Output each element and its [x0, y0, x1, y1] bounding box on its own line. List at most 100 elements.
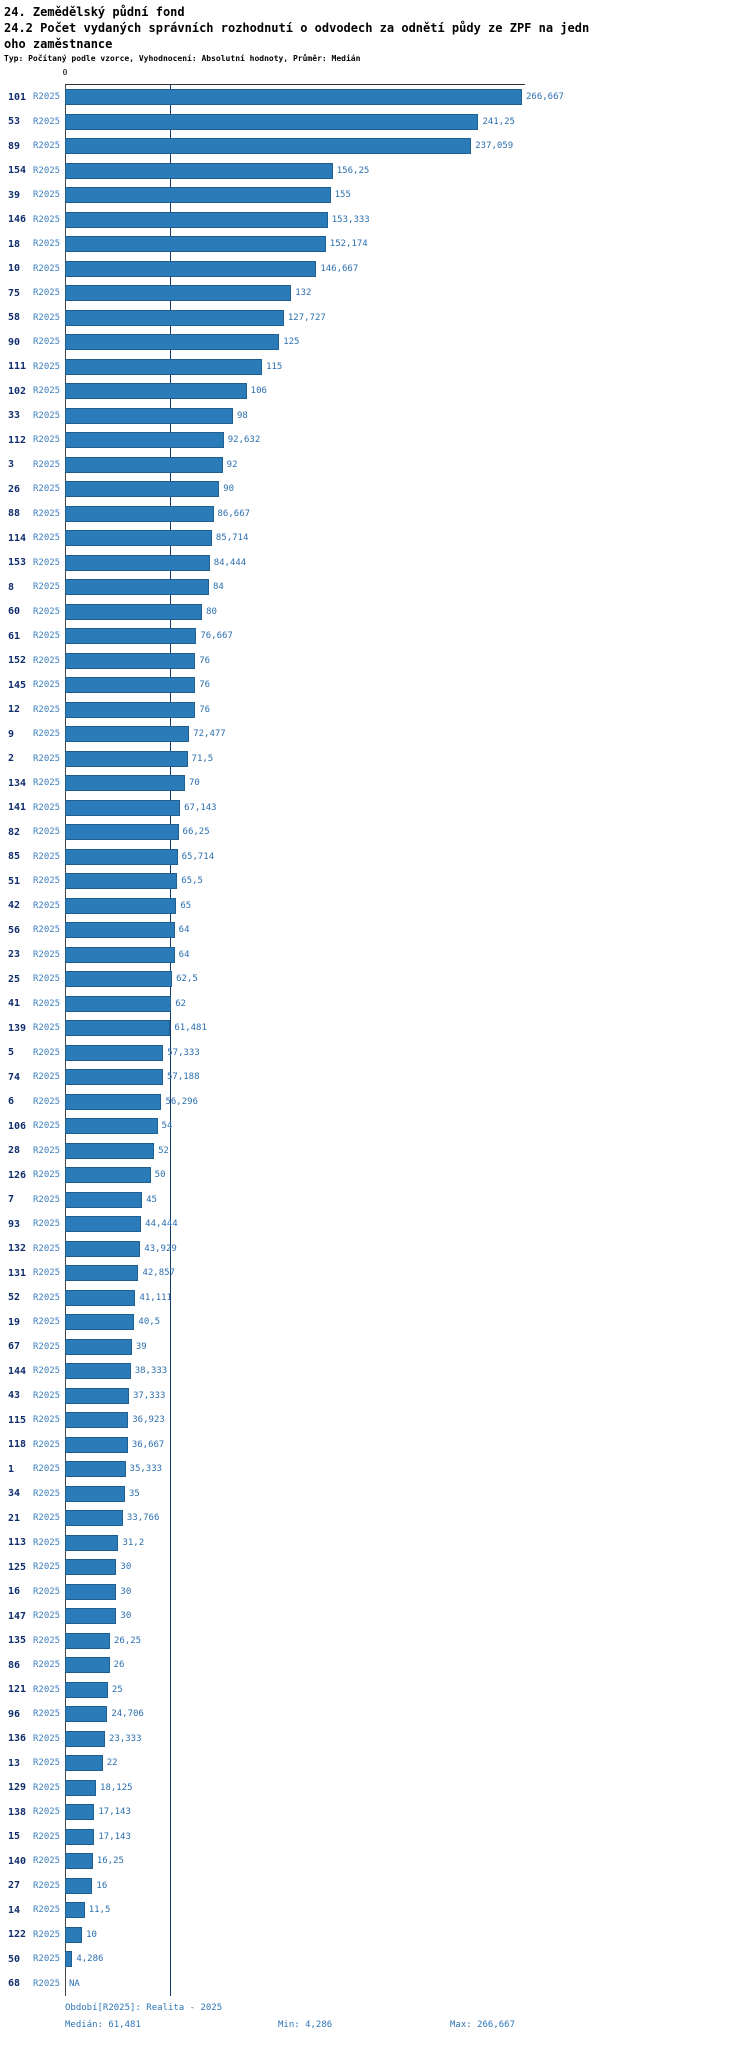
row-period: R2025: [33, 1831, 61, 1842]
row-period: R2025: [33, 1537, 61, 1548]
bar-value-label: 33,766: [126, 1513, 160, 1524]
bar-value-label: 65,5: [181, 876, 203, 887]
row-period: R2025: [33, 704, 61, 715]
row-period: R2025: [33, 1562, 61, 1573]
bar: [65, 1314, 135, 1331]
bar-value-label: 146,667: [320, 263, 359, 274]
bar-value-label: 54: [161, 1121, 173, 1132]
bar-value-label: 67,143: [184, 802, 217, 813]
row-id: 8: [8, 581, 15, 593]
bar-value-label: 64: [178, 925, 190, 936]
chart-header: 24. Zemědělský půdní fond 24.2 Počet vyd…: [0, 0, 750, 65]
bar-row: 15 R2025 17,143: [0, 1825, 750, 1850]
bar-row: 33 R2025 98: [0, 404, 750, 429]
row-id: 96: [8, 1708, 21, 1720]
bar: [65, 579, 209, 596]
row-period: R2025: [33, 1660, 61, 1671]
bar: [65, 1485, 125, 1502]
bar-value-label: 17,143: [98, 1807, 131, 1818]
row-id: 74: [8, 1071, 21, 1083]
bar-value-label: 98: [236, 410, 248, 421]
row-id: 39: [8, 189, 21, 201]
bar: [65, 677, 196, 694]
bar: [65, 358, 263, 375]
bar: [65, 505, 214, 522]
row-period: R2025: [33, 1268, 61, 1279]
row-period: R2025: [33, 533, 61, 544]
row-id: 3: [8, 459, 15, 471]
bar-value-label: 84,444: [213, 557, 247, 568]
bar-row: 56 R2025 64: [0, 918, 750, 943]
row-id: 26: [8, 483, 21, 495]
row-id: 21: [8, 1512, 21, 1524]
row-id: 90: [8, 336, 21, 348]
bar-row: 122 R2025 10: [0, 1923, 750, 1948]
row-period: R2025: [33, 900, 61, 911]
row-period: R2025: [33, 190, 61, 201]
bar-row: 19 R2025 40,5: [0, 1310, 750, 1335]
row-period: R2025: [33, 1611, 61, 1622]
bar-value-label: 241,25: [482, 116, 515, 127]
bar-row: 14 R2025 11,5: [0, 1898, 750, 1923]
bar-value-label: 11,5: [88, 1905, 111, 1916]
bar-row: 118 R2025 36,667: [0, 1433, 750, 1458]
row-period: R2025: [33, 1145, 61, 1156]
bar-row: 145 R2025 76: [0, 673, 750, 698]
bar-chart: 101 R2025 266,667 53 R2025 241,25 89 R2025 237,0…: [0, 85, 750, 1996]
row-period: R2025: [33, 1513, 61, 1524]
row-period: R2025: [33, 851, 61, 862]
bar-value-label: 26,25: [113, 1635, 142, 1646]
bar: [65, 1093, 162, 1110]
bar-row: 139 R2025 61,481: [0, 1016, 750, 1041]
bar-value-label: 10: [86, 1929, 97, 1940]
row-period: R2025: [33, 1047, 61, 1058]
bar: [65, 334, 280, 351]
row-period: R2025: [33, 802, 61, 813]
bar-row: 5 R2025 57,333: [0, 1041, 750, 1066]
bar-value-label: 76,667: [200, 631, 233, 642]
row-period: R2025: [33, 778, 61, 789]
bar: [65, 407, 233, 424]
bar: [65, 1902, 85, 1919]
bar-row: 28 R2025 52: [0, 1139, 750, 1164]
row-id: 86: [8, 1659, 21, 1671]
row-id: 126: [8, 1169, 27, 1181]
bar: [65, 824, 179, 841]
bar-row: 141 R2025 67,143: [0, 796, 750, 821]
bar: [65, 628, 197, 645]
bar-value-label: 37,333: [132, 1390, 166, 1401]
bar-value-label: 70: [188, 778, 200, 789]
bar-row: 60 R2025 80: [0, 600, 750, 625]
bar-row: 135 R2025 26,25: [0, 1629, 750, 1654]
row-id: 139: [8, 1022, 27, 1034]
bar-row: 74 R2025 57,188: [0, 1065, 750, 1090]
row-period: R2025: [33, 435, 61, 446]
bar-value-label: 50: [154, 1170, 166, 1181]
row-id: 19: [8, 1316, 21, 1328]
row-period: R2025: [33, 1782, 61, 1793]
row-period: R2025: [33, 1709, 61, 1720]
row-period: R2025: [33, 1366, 61, 1377]
row-id: 7: [8, 1194, 15, 1206]
bar: [65, 260, 317, 277]
bar: [65, 1657, 110, 1674]
bar: [65, 995, 172, 1012]
bar: [65, 1216, 142, 1233]
bar: [65, 1069, 163, 1086]
bar-value-label: 237,059: [475, 141, 514, 152]
bar: [65, 456, 223, 473]
row-id: 41: [8, 998, 21, 1010]
bar-row: 21 R2025 33,766: [0, 1506, 750, 1531]
row-id: 6: [8, 1096, 15, 1108]
x-axis-zero-label: 0: [62, 68, 68, 77]
row-id: 153: [8, 557, 27, 569]
bar: [65, 1853, 93, 1870]
bar-row: 101 R2025 266,667: [0, 85, 750, 110]
row-period: R2025: [33, 827, 61, 838]
row-id: 118: [8, 1439, 27, 1451]
bar: [65, 211, 328, 228]
bar: [65, 1951, 73, 1968]
row-id: 75: [8, 287, 21, 299]
row-period: R2025: [33, 1072, 61, 1083]
row-period: R2025: [33, 165, 61, 176]
